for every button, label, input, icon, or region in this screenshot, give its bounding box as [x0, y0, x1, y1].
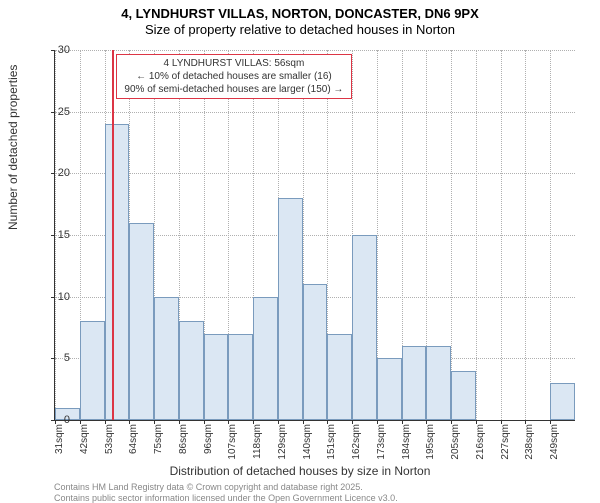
- annotation-line: 4 LYNDHURST VILLAS: 56sqm: [123, 57, 345, 70]
- x-tick-label: 151sqm: [326, 424, 337, 474]
- x-tick-label: 129sqm: [277, 424, 288, 474]
- y-axis-title: Number of detached properties: [6, 65, 20, 230]
- chart-title-sub: Size of property relative to detached ho…: [0, 22, 600, 37]
- histogram-bar: [204, 334, 229, 420]
- gridline-v: [476, 50, 477, 420]
- x-tick-label: 31sqm: [54, 424, 65, 474]
- x-tick-label: 173sqm: [376, 424, 387, 474]
- chart-container: 4, LYNDHURST VILLAS, NORTON, DONCASTER, …: [0, 0, 600, 500]
- x-tick-label: 96sqm: [203, 424, 214, 474]
- gridline-h: [55, 50, 575, 51]
- histogram-bar: [352, 235, 377, 420]
- gridline-h: [55, 112, 575, 113]
- histogram-bar: [550, 383, 575, 420]
- x-tick-label: 227sqm: [500, 424, 511, 474]
- histogram-bar: [154, 297, 179, 420]
- histogram-bar: [253, 297, 278, 420]
- x-tick-label: 53sqm: [104, 424, 115, 474]
- annotation-line: ← 10% of detached houses are smaller (16…: [123, 70, 345, 83]
- x-tick-label: 162sqm: [351, 424, 362, 474]
- y-tick-label: 20: [50, 167, 70, 179]
- x-tick-label: 249sqm: [549, 424, 560, 474]
- gridline-v: [550, 50, 551, 420]
- x-tick-label: 86sqm: [178, 424, 189, 474]
- chart-title-main: 4, LYNDHURST VILLAS, NORTON, DONCASTER, …: [0, 6, 600, 21]
- y-tick-label: 15: [50, 229, 70, 241]
- x-tick-label: 216sqm: [475, 424, 486, 474]
- footer-copyright-1: Contains HM Land Registry data © Crown c…: [54, 482, 363, 492]
- x-tick-label: 64sqm: [128, 424, 139, 474]
- histogram-bar: [80, 321, 105, 420]
- x-tick-label: 107sqm: [227, 424, 238, 474]
- x-tick-label: 184sqm: [401, 424, 412, 474]
- reference-line: [112, 50, 114, 420]
- x-tick-label: 118sqm: [252, 424, 263, 474]
- histogram-bar: [228, 334, 253, 420]
- histogram-bar: [303, 284, 328, 420]
- histogram-bar: [179, 321, 204, 420]
- x-tick-label: 205sqm: [450, 424, 461, 474]
- x-tick-label: 238sqm: [524, 424, 535, 474]
- x-tick-label: 42sqm: [79, 424, 90, 474]
- annotation-box: 4 LYNDHURST VILLAS: 56sqm← 10% of detach…: [116, 54, 352, 99]
- x-tick-label: 140sqm: [302, 424, 313, 474]
- gridline-h: [55, 173, 575, 174]
- chart-plot-area: 4 LYNDHURST VILLAS: 56sqm← 10% of detach…: [54, 50, 575, 421]
- y-tick-label: 30: [50, 44, 70, 56]
- histogram-bar: [451, 371, 476, 420]
- footer-copyright-2: Contains public sector information licen…: [54, 493, 398, 503]
- x-tick-label: 195sqm: [425, 424, 436, 474]
- gridline-v: [525, 50, 526, 420]
- histogram-bar: [426, 346, 451, 420]
- y-tick-label: 25: [50, 106, 70, 118]
- histogram-bar: [402, 346, 427, 420]
- histogram-bar: [105, 124, 130, 420]
- y-tick-label: 10: [50, 291, 70, 303]
- annotation-line: 90% of semi-detached houses are larger (…: [123, 83, 345, 96]
- title-block: 4, LYNDHURST VILLAS, NORTON, DONCASTER, …: [0, 0, 600, 37]
- x-tick-label: 75sqm: [153, 424, 164, 474]
- gridline-v: [451, 50, 452, 420]
- histogram-bar: [327, 334, 352, 420]
- histogram-bar: [129, 223, 154, 420]
- y-tick-label: 5: [50, 352, 70, 364]
- histogram-bar: [278, 198, 303, 420]
- gridline-v: [501, 50, 502, 420]
- histogram-bar: [377, 358, 402, 420]
